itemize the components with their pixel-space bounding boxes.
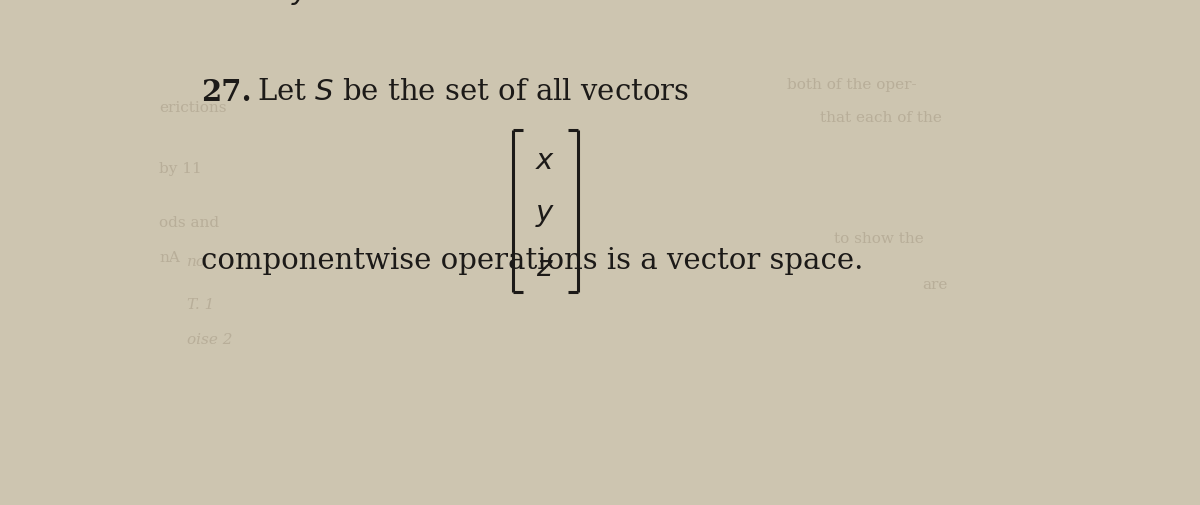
- Text: $z$: $z$: [536, 255, 554, 282]
- Text: that each of the: that each of the: [820, 111, 942, 125]
- Text: $2x - 3y + 2z = 0$. Show that $S$ with the standard: $2x - 3y + 2z = 0$. Show that $S$ with t…: [202, 0, 901, 7]
- Text: erictions: erictions: [160, 102, 227, 116]
- Text: nA: nA: [160, 251, 180, 265]
- Text: $x$: $x$: [535, 146, 556, 175]
- Text: 27.: 27.: [202, 78, 252, 107]
- Text: componentwise operations is a vector space.: componentwise operations is a vector spa…: [202, 247, 864, 275]
- Text: are: are: [922, 278, 947, 292]
- Text: oise 2: oise 2: [187, 333, 233, 347]
- Text: no: no: [187, 255, 206, 269]
- Text: ods and: ods and: [160, 216, 220, 230]
- Text: Let $S$ be the set of all vectors: Let $S$ be the set of all vectors: [257, 78, 689, 106]
- Text: $y$: $y$: [535, 200, 556, 229]
- Text: T. 1: T. 1: [187, 298, 215, 312]
- Text: to show the: to show the: [834, 232, 923, 246]
- Text: both of the oper-: both of the oper-: [787, 78, 917, 92]
- Text: by 11: by 11: [160, 162, 202, 176]
